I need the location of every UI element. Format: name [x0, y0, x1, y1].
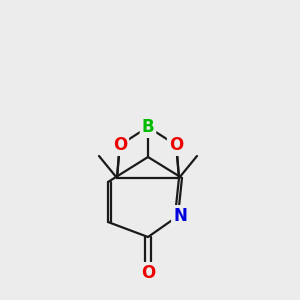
Text: O: O	[169, 136, 183, 154]
Text: B: B	[142, 118, 154, 136]
Text: N: N	[173, 207, 187, 225]
Text: O: O	[141, 264, 155, 282]
Text: O: O	[113, 136, 127, 154]
